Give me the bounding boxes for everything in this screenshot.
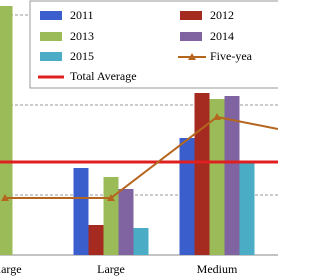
bar xyxy=(209,99,225,255)
bar xyxy=(103,177,119,255)
x-tick-label: a-large xyxy=(0,262,22,276)
bar xyxy=(224,96,240,255)
legend-swatch xyxy=(40,11,62,20)
bar xyxy=(239,162,255,255)
legend-label: 2011 xyxy=(70,8,94,22)
legend-swatch xyxy=(40,52,62,61)
bar xyxy=(194,93,210,255)
legend-label: 2015 xyxy=(70,49,94,63)
line xyxy=(5,115,278,199)
legend-swatch xyxy=(180,32,202,41)
legend-box xyxy=(29,0,278,89)
marker xyxy=(107,194,115,201)
x-tick-label: Large xyxy=(97,262,125,276)
legend-label: 2012 xyxy=(210,8,234,22)
bar xyxy=(88,225,104,255)
bar xyxy=(179,138,195,255)
legend-label: 2013 xyxy=(70,29,94,43)
legend-swatch xyxy=(40,32,62,41)
bar xyxy=(0,6,13,255)
legend-label: 2014 xyxy=(210,29,234,43)
bar xyxy=(118,189,134,255)
bar xyxy=(133,228,149,255)
legend-label: Total Average xyxy=(70,69,137,83)
legend-swatch xyxy=(180,11,202,20)
bar xyxy=(73,168,89,255)
marker xyxy=(213,113,221,120)
chart: a-large Large Medium 2011 2012 2013 2014 2015 Fi… xyxy=(0,0,278,276)
x-tick-label: Medium xyxy=(197,262,238,276)
marker xyxy=(1,194,9,201)
legend-label: Five-yea xyxy=(210,49,253,63)
legend-marker xyxy=(188,53,196,60)
